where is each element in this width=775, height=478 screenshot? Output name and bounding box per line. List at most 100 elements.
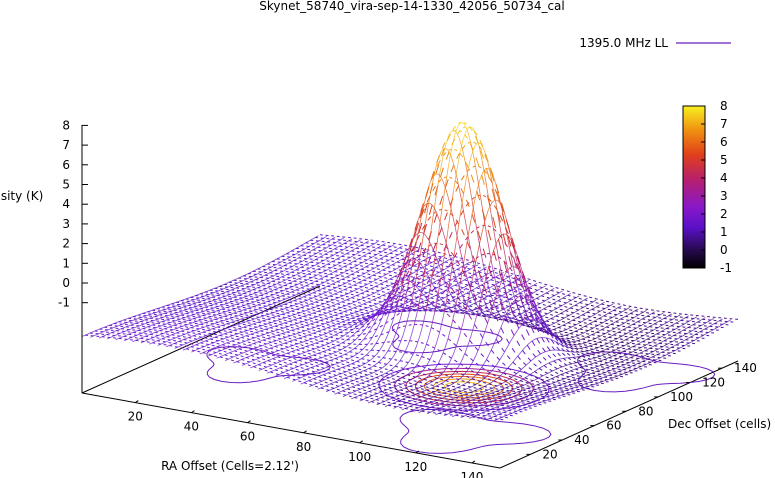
- mesh-segment: [233, 346, 237, 349]
- mesh-segment: [211, 352, 215, 356]
- mesh-segment: [438, 256, 442, 260]
- mesh-segment: [130, 336, 134, 339]
- mesh-segment: [285, 311, 289, 314]
- mesh-segment: [152, 327, 157, 330]
- mesh-segment: [264, 301, 268, 303]
- mesh-segment: [404, 298, 409, 303]
- mesh-segment: [138, 317, 142, 319]
- mesh-segment: [314, 361, 319, 364]
- mesh-segment: [319, 314, 324, 316]
- mesh-segment: [180, 310, 185, 312]
- mesh-segment: [306, 267, 310, 271]
- mesh-segment: [258, 298, 263, 301]
- mesh-segment: [577, 293, 582, 296]
- mesh-segment: [493, 284, 498, 294]
- mesh-segment: [262, 358, 266, 361]
- mesh-segment: [317, 250, 322, 253]
- mesh-segment: [390, 244, 395, 247]
- mesh-segment: [307, 288, 312, 291]
- mesh-segment: [281, 312, 286, 315]
- mesh-segment: [439, 260, 443, 262]
- mesh-segment: [222, 283, 226, 286]
- mesh-segment: [177, 322, 181, 325]
- mesh-segment: [227, 297, 231, 300]
- mesh-segment: [300, 344, 304, 347]
- mesh-segment: [360, 379, 364, 381]
- mesh-segment: [345, 272, 349, 275]
- mesh-segment: [496, 191, 501, 203]
- mesh-segment: [465, 199, 470, 207]
- mesh-segment: [302, 293, 306, 295]
- mesh-segment: [515, 321, 520, 329]
- mesh-segment: [504, 383, 508, 386]
- mesh-segment: [206, 308, 211, 311]
- mesh-segment: [399, 360, 403, 362]
- mesh-segment: [165, 335, 169, 338]
- mesh-segment: [226, 322, 231, 325]
- mesh-segment: [545, 376, 549, 379]
- mesh-segment: [340, 300, 344, 303]
- mesh-segment: [236, 294, 241, 297]
- mesh-segment: [333, 275, 337, 279]
- mesh-segment: [273, 274, 277, 277]
- mesh-segment: [298, 292, 302, 295]
- mesh-segment: [379, 371, 383, 373]
- mesh-segment: [455, 370, 459, 374]
- mesh-segment: [240, 293, 244, 296]
- mesh-segment: [331, 236, 336, 240]
- mesh-segment: [517, 355, 521, 360]
- mesh-segment: [460, 373, 464, 376]
- mesh-segment: [369, 308, 373, 310]
- mesh-segment: [180, 347, 184, 349]
- mesh-segment: [318, 277, 322, 281]
- mesh-segment: [338, 296, 342, 299]
- mesh-segment: [132, 340, 136, 343]
- mesh-segment: [634, 306, 638, 309]
- mesh-segment: [555, 371, 559, 374]
- mesh-segment: [426, 343, 430, 346]
- mesh-segment: [591, 351, 595, 353]
- mesh-segment: [264, 369, 268, 372]
- mesh-segment: [132, 326, 137, 329]
- mesh-segment: [407, 267, 411, 270]
- mesh-segment: [315, 235, 319, 238]
- mesh-segment: [379, 275, 384, 279]
- mesh-segment: [269, 289, 274, 292]
- mesh-segment: [283, 331, 288, 334]
- mesh-segment: [159, 313, 163, 316]
- mesh-segment: [283, 361, 287, 364]
- mesh-segment: [284, 288, 289, 291]
- mesh-segment: [339, 255, 344, 258]
- mesh-segment: [460, 188, 465, 194]
- mesh-segment: [423, 373, 427, 376]
- mesh-segment: [254, 317, 258, 320]
- mesh-segment: [378, 251, 382, 255]
- mesh-segment: [300, 323, 304, 326]
- mesh-segment: [282, 322, 287, 324]
- mesh-segment: [266, 327, 271, 330]
- mesh-segment: [202, 295, 206, 298]
- mesh-segment: [453, 278, 457, 283]
- mesh-segment: [448, 148, 452, 151]
- mesh-segment: [213, 318, 217, 321]
- mesh-segment: [593, 316, 597, 319]
- mesh-segment: [263, 305, 267, 308]
- mesh-segment: [246, 303, 250, 306]
- mesh-segment: [365, 399, 369, 402]
- mesh-segment: [317, 287, 320, 289]
- mesh-segment: [400, 255, 404, 257]
- mesh-segment: [214, 354, 218, 357]
- mesh-segment: [282, 298, 286, 301]
- mesh-segment: [576, 353, 580, 356]
- mesh-segment: [503, 372, 507, 376]
- mesh-segment: [363, 284, 368, 287]
- mesh-segment: [327, 306, 331, 308]
- mesh-segment: [204, 317, 209, 320]
- mesh-segment: [347, 262, 351, 266]
- mesh-segment: [280, 317, 285, 320]
- mesh-segment: [365, 258, 369, 262]
- mesh-segment: [441, 302, 445, 306]
- mesh-segment: [241, 274, 246, 277]
- mesh-segment: [454, 394, 458, 397]
- mesh-segment: [218, 308, 223, 311]
